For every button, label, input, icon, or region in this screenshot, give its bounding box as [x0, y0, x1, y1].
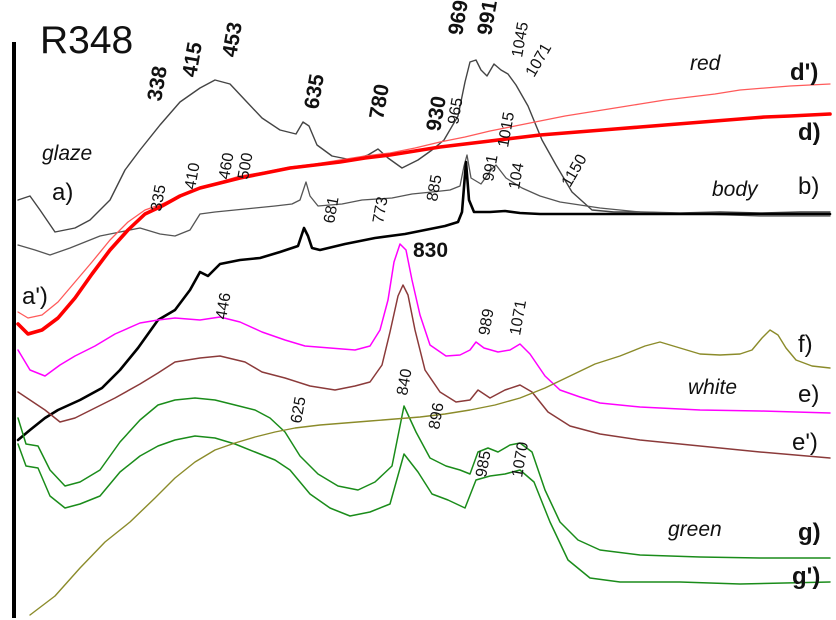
peak-label-1045: 1045 — [509, 21, 532, 59]
series-line-g — [17, 435, 831, 585]
curve-label-layer: a) a') d') d) b) f) e) e') g) g') — [22, 59, 821, 590]
peak-label-985: 985 — [473, 449, 494, 478]
peak-label-625: 625 — [288, 395, 309, 424]
peak-label-1015: 1015 — [495, 111, 518, 149]
peak-label-965: 965 — [445, 96, 466, 125]
phase-label-body: body — [712, 178, 759, 201]
phase-label-green: green — [668, 518, 722, 541]
curve-label-d: d') — [790, 59, 818, 86]
series-line-a — [16, 160, 832, 442]
phase-label-white: white — [688, 376, 737, 399]
peak-label-415: 415 — [178, 40, 207, 79]
peak-label-1071: 1071 — [507, 299, 530, 337]
peak-label-104: 104 — [506, 161, 527, 190]
peak-label-830: 830 — [413, 239, 448, 262]
curve-label-e: e') — [792, 429, 818, 456]
series-line-b — [17, 154, 831, 256]
series-line-d — [17, 83, 831, 319]
curve-label-a: a') — [22, 283, 48, 310]
series-line-e — [17, 284, 831, 459]
peak-label-991: 991 — [480, 153, 501, 182]
series-line-g — [17, 397, 831, 559]
phase-label-glaze: glaze — [42, 142, 92, 165]
curve-label-g: g') — [792, 563, 820, 590]
chart-title: R348 — [40, 19, 133, 62]
curve-label-d: d) — [798, 119, 821, 146]
peak-label-885: 885 — [424, 173, 445, 202]
curve-label-e: e) — [798, 381, 819, 408]
phase-label-red: red — [690, 52, 722, 75]
series-line-a — [17, 59, 831, 233]
curve-label-g: g) — [798, 519, 821, 546]
series-line-d — [16, 112, 832, 336]
series-line-f — [17, 243, 831, 414]
peak-label-989: 989 — [476, 307, 497, 336]
peak-label-681: 681 — [321, 195, 342, 224]
peak-label-338: 338 — [143, 64, 172, 103]
peak-label-453: 453 — [218, 20, 247, 59]
series-line-unlabeled-9 — [29, 329, 831, 616]
peak-label-773: 773 — [370, 195, 391, 224]
peak-label-840: 840 — [394, 367, 415, 396]
curve-label-a: a) — [52, 179, 73, 206]
peak-label-460: 460 — [216, 151, 237, 180]
peak-label-335: 335 — [148, 183, 169, 212]
peak-label-446: 446 — [213, 291, 234, 320]
peak-label-500: 500 — [235, 151, 256, 180]
peak-label-635: 635 — [300, 72, 329, 111]
curve-label-b: b) — [798, 173, 819, 200]
peak-label-991: 991 — [473, 0, 502, 37]
peak-label-780: 780 — [365, 82, 394, 121]
peak-label-1070: 1070 — [509, 441, 532, 479]
series-layer — [16, 59, 832, 616]
phase-label-layer: glaze red body white green — [42, 52, 759, 541]
peak-label-1150: 1150 — [559, 152, 591, 190]
peak-label-410: 410 — [182, 161, 203, 190]
curve-label-f: f) — [798, 331, 813, 358]
peak-label-896: 896 — [426, 401, 447, 430]
peak-label-969: 969 — [444, 0, 473, 37]
